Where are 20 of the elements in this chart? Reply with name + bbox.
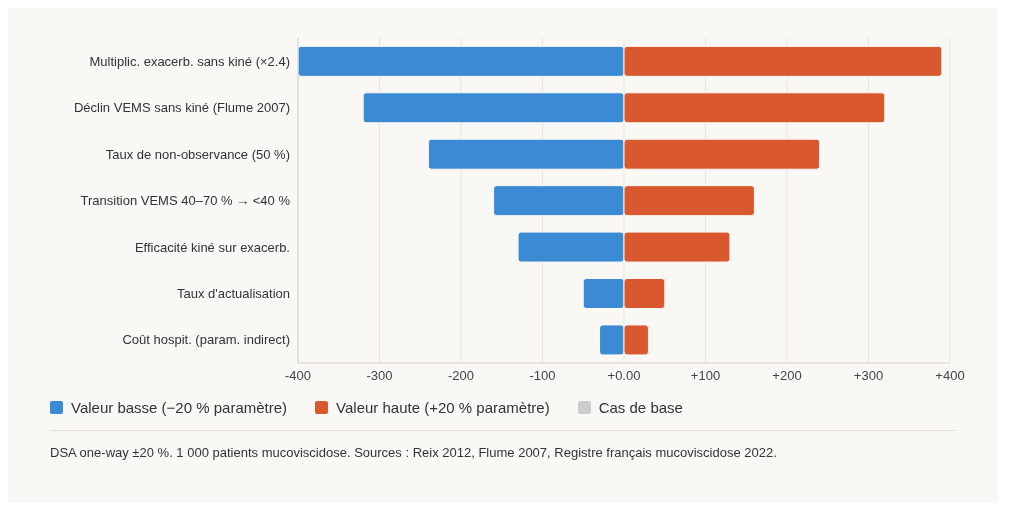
x-tick-label: +100	[690, 368, 721, 384]
legend-label: Cas de base	[598, 399, 683, 416]
text: DSA one-way ±20 %. 1 000 patients mucoviscidose. Sources : Reix 2012, Flume 2007, Registre français mucoviscidose 2022.	[50, 430, 956, 460]
y-tick-label: Transition VEMS 40–70 % → <40 %	[80, 193, 291, 209]
x-tick-label: -400	[284, 368, 312, 384]
legend-label: Valeur basse (−20 % paramètre)	[71, 399, 288, 416]
x-tick-label: +0.00	[607, 368, 641, 384]
x-tick-label: +200	[772, 368, 802, 384]
y-tick-label: Multiplic. exacerb. sans kiné (×2.4)	[89, 53, 290, 69]
y-tick-label: Taux de non-observance (50 %)	[105, 146, 290, 162]
y-tick-label: Déclin VEMS sans kiné (Flume 2007)	[73, 100, 290, 116]
y-tick-label: Efficacité kiné sur exacerb.	[134, 239, 290, 255]
x-tick-label: +300	[853, 368, 884, 384]
y-tick-label: Taux d'actualisation	[176, 285, 290, 301]
x-tick-label: -300	[366, 368, 393, 384]
x-tick-label: -100	[529, 368, 556, 384]
legend-label: Valeur haute (+20 % paramètre)	[336, 399, 550, 416]
x-tick-label: +400	[935, 368, 965, 384]
x-tick-label: -200	[447, 368, 475, 384]
y-tick-label: Coût hospit. (param. indirect)	[122, 332, 290, 348]
